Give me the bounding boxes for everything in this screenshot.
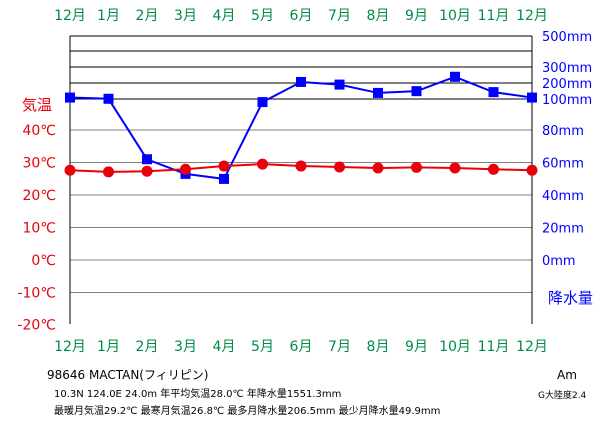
precipitation-tick-label: 20mm — [542, 222, 584, 237]
precipitation-tick-label: 40mm — [542, 189, 584, 204]
month-label-top: 12月 — [54, 8, 86, 24]
precipitation-series — [65, 71, 537, 184]
temperature-point — [103, 166, 114, 178]
month-label-bottom: 6月 — [290, 339, 313, 355]
precipitation-point — [488, 87, 499, 98]
month-label-top: 8月 — [367, 8, 390, 24]
month-label-top: 10月 — [439, 8, 471, 24]
month-label-top: 2月 — [136, 8, 159, 24]
precipitation-point — [257, 97, 268, 108]
month-label-top: 7月 — [328, 8, 351, 24]
grid-lines — [69, 35, 533, 324]
precipitation-tick-label: 0mm — [542, 254, 576, 269]
temperature-point — [526, 164, 538, 176]
temperature-series — [64, 158, 538, 178]
precipitation-point — [142, 154, 152, 165]
climate-chart: 気温 40℃ 30℃ 20℃ 10℃ 0℃ -10℃ -20℃ 降水量 500mm 300mm… — [17, 8, 593, 355]
precipitation-tick-label: 100mm — [542, 93, 592, 108]
temperature-axis: 気温 40℃ 30℃ 20℃ 10℃ 0℃ -10℃ -20℃ — [17, 96, 56, 334]
precipitation-tick-label: 60mm — [542, 157, 584, 172]
temperature-point — [141, 165, 153, 177]
temperature-tick-label: 30℃ — [22, 156, 56, 172]
month-label-bottom: 11月 — [478, 339, 510, 355]
climate-class: Am — [557, 368, 577, 382]
precipitation-point — [527, 92, 537, 103]
temperature-tick-label: -10℃ — [17, 286, 56, 302]
temperature-tick-label: 0℃ — [31, 253, 56, 269]
precipitation-point — [411, 86, 422, 97]
precipitation-point — [103, 93, 114, 104]
precipitation-point — [334, 79, 345, 90]
temperature-point — [334, 161, 345, 173]
month-label-bottom: 7月 — [328, 339, 351, 355]
temperature-point — [295, 160, 307, 172]
precipitation-axis-title: 降水量 — [548, 289, 593, 307]
month-label-bottom: 8月 — [367, 339, 390, 355]
continentality-index: G大陸度2.4 — [538, 391, 587, 401]
precipitation-tick-label: 300mm — [542, 61, 592, 76]
month-label-top: 5月 — [251, 8, 274, 24]
temperature-point — [372, 162, 384, 174]
station-stats-line2: 最暖月気温29.2℃ 最寒月気温26.8℃ 最多月降水量206.5mm 最少月降… — [54, 406, 441, 417]
temperature-point — [411, 161, 422, 173]
temperature-point — [488, 163, 499, 175]
month-label-top: 3月 — [174, 8, 197, 24]
temperature-point — [449, 162, 461, 174]
temperature-point — [180, 163, 191, 175]
temperature-tick-label: 20℃ — [22, 188, 56, 204]
temperature-tick-label: -20℃ — [17, 318, 56, 334]
month-label-bottom: 4月 — [213, 339, 236, 355]
precipitation-tick-label: 500mm — [542, 30, 592, 45]
month-label-bottom: 12月 — [516, 339, 548, 355]
precipitation-point — [373, 87, 383, 98]
month-label-bottom: 1月 — [97, 339, 120, 355]
station-stats-line1: 10.3N 124.0E 24.0m 年平均気温28.0℃ 年降水量1551.3… — [54, 389, 342, 400]
month-label-top: 11月 — [478, 8, 510, 24]
temperature-point — [257, 158, 268, 170]
precipitation-tick-label: 80mm — [542, 124, 584, 139]
temperature-tick-label: 10℃ — [22, 221, 56, 237]
precipitation-point — [219, 173, 229, 184]
month-labels-bottom: 12月 1月 2月 3月 4月 5月 6月 7月 8月 9月 10月 11月 12月 — [54, 339, 548, 355]
month-label-top: 9月 — [405, 8, 428, 24]
precipitation-point — [65, 92, 75, 103]
temperature-axis-title: 気温 — [22, 96, 52, 114]
month-label-top: 12月 — [516, 8, 548, 24]
precipitation-tick-label: 200mm — [542, 77, 592, 92]
temperature-tick-label: 40℃ — [22, 123, 56, 139]
month-label-bottom: 3月 — [174, 339, 197, 355]
temperature-point — [218, 160, 230, 172]
month-label-bottom: 12月 — [54, 339, 86, 355]
month-labels-top: 12月 1月 2月 3月 4月 5月 6月 7月 8月 9月 10月 11月 12月 — [54, 8, 548, 24]
temperature-point — [64, 164, 76, 176]
precipitation-point — [450, 71, 460, 82]
month-label-top: 4月 — [213, 8, 236, 24]
month-label-top: 6月 — [290, 8, 313, 24]
month-label-top: 1月 — [97, 8, 120, 24]
month-label-bottom: 5月 — [251, 339, 274, 355]
precipitation-point — [296, 76, 306, 87]
month-label-bottom: 9月 — [405, 339, 428, 355]
station-title: 98646 MACTAN(フィリピン) — [47, 368, 209, 382]
month-label-bottom: 10月 — [439, 339, 471, 355]
month-label-bottom: 2月 — [136, 339, 159, 355]
